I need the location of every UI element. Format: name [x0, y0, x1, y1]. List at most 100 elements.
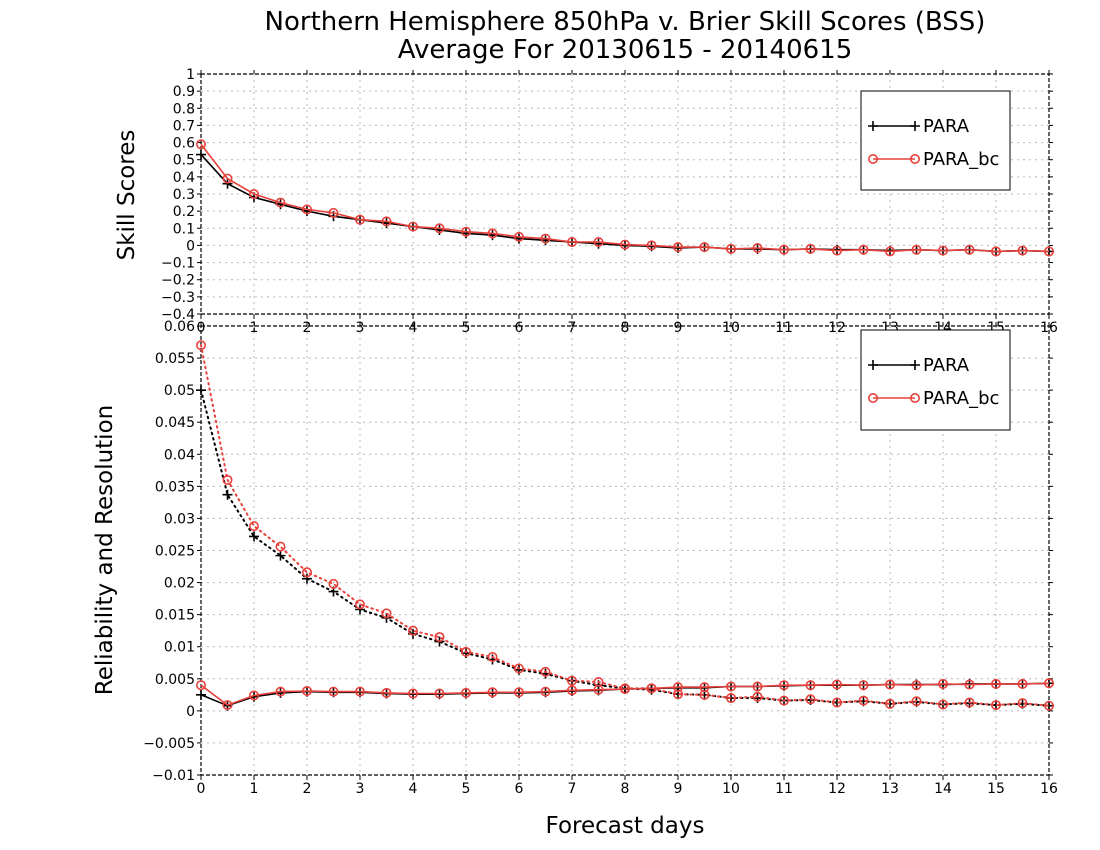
- data-point: [540, 233, 551, 244]
- x-tick-label: 11: [775, 781, 793, 797]
- data-point: [275, 686, 286, 697]
- y-tick-label: 0.045: [155, 415, 195, 431]
- y-tick-label: 0.1: [173, 221, 195, 237]
- data-point: [487, 228, 498, 239]
- data-point: [196, 385, 206, 396]
- legend-marker: [868, 121, 920, 131]
- x-tick-label: 10: [722, 781, 740, 797]
- data-point: [249, 521, 260, 532]
- data-point: [1044, 678, 1055, 689]
- data-point: [964, 679, 975, 690]
- data-point: [460, 687, 471, 698]
- series-line: [200, 143, 1050, 253]
- data-point: [381, 216, 392, 227]
- y-tick-label: 0.005: [155, 672, 195, 688]
- data-point: [725, 681, 736, 692]
- data-point: [222, 178, 233, 189]
- x-tick-label: 6: [515, 781, 524, 797]
- data-point: [858, 680, 869, 691]
- data-point: [407, 625, 418, 636]
- data-point: [964, 244, 975, 255]
- data-point: [831, 697, 842, 708]
- data-point: [275, 541, 286, 552]
- data-point: [884, 679, 895, 690]
- data-point: [354, 599, 365, 610]
- y-tick-label: 0.6: [173, 136, 195, 152]
- data-point: [1017, 698, 1028, 709]
- data-point: [328, 207, 339, 218]
- data-point: [381, 608, 392, 619]
- data-point: [566, 237, 577, 248]
- y-tick-label: 0: [186, 704, 195, 720]
- data-point: [328, 578, 339, 589]
- bottom-panel-legend: PARA PARA_bc: [860, 329, 1011, 431]
- x-tick-label: 12: [828, 781, 846, 797]
- chart-title-line2: Average For 20130615 - 20140615: [398, 35, 853, 65]
- data-point: [196, 139, 207, 150]
- legend-box: [860, 90, 1011, 191]
- top-panel-grid: [201, 74, 1049, 314]
- y-tick-label: 0.2: [173, 204, 195, 220]
- y-tick-label: −0.4: [161, 307, 195, 323]
- bottom-panel-ylabel: Reliability and Resolution: [92, 405, 118, 695]
- data-point: [222, 173, 233, 184]
- data-point: [646, 683, 657, 694]
- top-panel-plot: −0.4−0.3−0.2−0.100.10.20.30.40.50.60.70.…: [161, 67, 1058, 336]
- y-tick-label: 0.015: [155, 608, 195, 624]
- y-tick-label: 0.9: [173, 84, 195, 100]
- x-tick-label: 13: [881, 781, 899, 797]
- y-tick-label: −0.3: [161, 290, 195, 306]
- data-point: [249, 690, 260, 701]
- data-point: [487, 651, 498, 662]
- y-tick-label: 0: [186, 238, 195, 254]
- data-point: [222, 474, 233, 485]
- series-line: [200, 682, 1050, 706]
- data-point: [302, 573, 312, 584]
- data-point: [301, 567, 312, 578]
- y-tick-label: −0.1: [161, 256, 195, 272]
- x-tick-label: 9: [674, 781, 683, 797]
- data-point: [434, 223, 445, 234]
- data-point: [752, 681, 763, 692]
- data-point: [752, 243, 763, 254]
- data-point: [460, 226, 471, 237]
- series-para-dotted: [196, 385, 1054, 711]
- data-point: [858, 244, 869, 255]
- data-point: [619, 239, 630, 250]
- x-tick-label: 16: [1040, 781, 1058, 797]
- data-point: [778, 695, 789, 706]
- data-point: [407, 688, 418, 699]
- data-point: [778, 680, 789, 691]
- y-tick-label: 0.02: [164, 576, 195, 592]
- data-point: [540, 666, 551, 677]
- data-point: [884, 698, 895, 709]
- y-tick-label: 0.5: [173, 153, 195, 169]
- data-point: [354, 214, 365, 225]
- legend-box: [860, 329, 1011, 431]
- data-point: [222, 489, 233, 500]
- data-point: [937, 699, 948, 710]
- data-point: [196, 680, 207, 691]
- data-point: [725, 243, 736, 254]
- data-point: [275, 197, 286, 208]
- data-point: [672, 682, 683, 693]
- data-point: [672, 242, 683, 253]
- data-point: [434, 688, 445, 699]
- data-point: [858, 695, 869, 706]
- series-para-bc-solid: [196, 678, 1055, 711]
- series-para-bc-solid: [196, 139, 1055, 257]
- data-point: [699, 682, 710, 693]
- data-point: [460, 646, 471, 657]
- data-point: [381, 687, 392, 698]
- y-tick-label: −0.005: [143, 736, 195, 752]
- x-tick-label: 1: [250, 781, 259, 797]
- data-point: [222, 700, 233, 711]
- data-point: [196, 149, 206, 160]
- data-point: [513, 663, 524, 674]
- data-point: [275, 550, 286, 561]
- y-tick-label: 0.7: [173, 118, 195, 134]
- data-point: [355, 604, 365, 615]
- y-tick-label: 0.06: [164, 319, 195, 335]
- y-tick-label: 0.01: [164, 640, 195, 656]
